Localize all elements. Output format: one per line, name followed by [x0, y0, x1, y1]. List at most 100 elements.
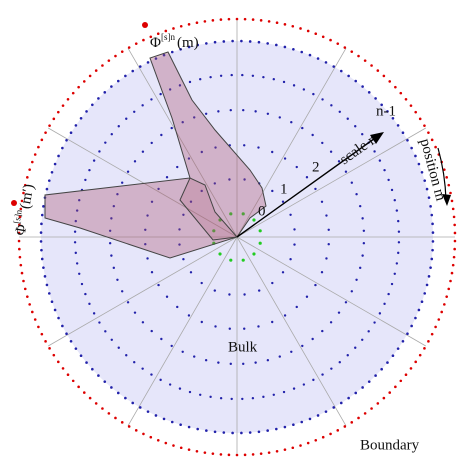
lattice-dot [48, 347, 51, 350]
lattice-dot [176, 165, 179, 169]
lattice-dot [316, 414, 320, 417]
lattice-dot [230, 73, 233, 77]
lattice-dot [283, 157, 287, 160]
lattice-dot [283, 448, 287, 451]
lattice-dot [427, 196, 431, 199]
lattice-dot [380, 367, 383, 371]
lattice-dot [437, 318, 441, 321]
lattice-dot [154, 414, 158, 417]
lattice-dot [243, 293, 246, 296]
lattice-dot [116, 278, 119, 281]
lattice-dot [350, 50, 354, 53]
lattice-dot [74, 219, 77, 223]
lattice-dot [80, 282, 84, 286]
lattice-dot [170, 420, 174, 424]
spoke [236, 236, 347, 426]
lattice-dot [292, 47, 295, 51]
lattice-dot [431, 222, 434, 226]
lattice-dot [196, 427, 199, 431]
lattice-dot [199, 78, 202, 81]
lattice-dot [258, 229, 262, 233]
phi-arg: (m) [177, 35, 199, 51]
lattice-dot [418, 353, 422, 357]
lattice-dot [350, 290, 354, 293]
lattice-dot [374, 374, 377, 377]
lattice-dot [292, 84, 296, 87]
lattice-dot [150, 200, 154, 203]
lattice-dot [107, 412, 111, 415]
phi-base: Φ [150, 35, 161, 51]
lattice-dot [127, 46, 131, 49]
lattice-dot [374, 97, 377, 100]
lattice-dot [182, 257, 185, 261]
lattice-dot [321, 141, 324, 145]
lattice-dot [120, 181, 124, 184]
lattice-dot [217, 110, 220, 113]
lattice-dot [88, 396, 92, 400]
lattice-dot [193, 116, 196, 119]
lattice-dot [427, 275, 431, 278]
lattice-dot [203, 451, 207, 454]
lattice-dot [222, 40, 226, 43]
lattice-dot [241, 258, 245, 262]
lattice-dot [219, 74, 223, 77]
lattice-dot [251, 397, 255, 400]
lattice-dot [213, 289, 217, 292]
lattice-dot [149, 35, 153, 39]
lattice-dot [110, 254, 113, 257]
lattice-dot [124, 396, 127, 400]
lattice-dot [56, 110, 60, 114]
lattice-dot [160, 133, 163, 137]
lattice-dot [312, 92, 315, 96]
lattice-dot [425, 187, 429, 191]
lattice-dot [187, 448, 191, 451]
lattice-dot [363, 412, 367, 415]
lattice-dot [125, 117, 128, 120]
lattice-dot [178, 243, 181, 246]
lattice-dot [302, 88, 306, 91]
lattice-dot [354, 391, 358, 395]
lattice-dot [382, 396, 386, 400]
lattice-dot [447, 287, 451, 291]
lattice-dot [308, 417, 312, 421]
lattice-dot [293, 228, 296, 231]
lattice-dot [373, 150, 376, 153]
lattice-dot [45, 283, 49, 287]
lattice-dot [445, 176, 448, 179]
lattice-dot [144, 243, 147, 246]
lattice-dot [110, 133, 113, 136]
lattice-dot [321, 329, 324, 333]
lattice-dot [373, 321, 376, 324]
lattice-dot [91, 367, 94, 371]
lattice-dot [367, 380, 371, 383]
lattice-dot [127, 425, 131, 428]
lattice-dot [229, 362, 232, 366]
lattice-dot [324, 61, 328, 64]
lattice-dot [329, 150, 333, 153]
lattice-dot [48, 124, 51, 127]
lattice-dot [262, 395, 265, 399]
lattice-dot [336, 42, 340, 45]
support-region [44, 51, 267, 259]
lattice-dot [281, 271, 285, 274]
lattice-dot [281, 200, 285, 203]
lattice-dot [423, 179, 427, 182]
lattice-dot [42, 266, 45, 269]
lattice-dot [31, 160, 34, 164]
lattice-dot [248, 40, 252, 43]
lattice-dot [414, 110, 418, 114]
lattice-dot [358, 204, 362, 208]
lattice-dot [332, 65, 336, 68]
lattice-dot [355, 278, 358, 281]
lattice-dot [283, 314, 287, 317]
lattice-dot [133, 160, 137, 163]
lattice-dot [321, 98, 324, 101]
lattice-dot [65, 138, 68, 142]
lattice-dot [112, 204, 116, 208]
lattice-dot [275, 21, 279, 25]
lattice-dot [410, 146, 413, 150]
lattice-dot [241, 397, 244, 401]
lattice-dot [195, 21, 199, 25]
lattice-dot [300, 420, 304, 424]
lattice-dot [200, 150, 203, 154]
